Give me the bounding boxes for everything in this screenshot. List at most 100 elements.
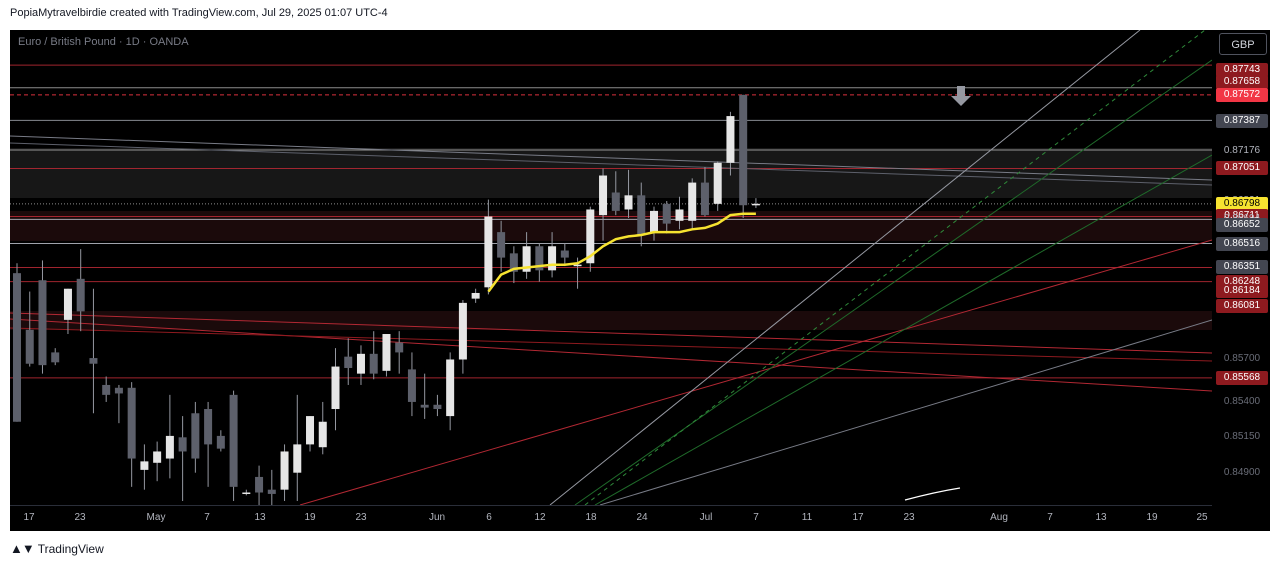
symbol-title: Euro / British Pound · 1D · OANDA xyxy=(18,36,189,48)
candle-body xyxy=(624,195,633,210)
candle[interactable] xyxy=(267,469,276,505)
candle-body xyxy=(331,366,340,410)
time-axis[interactable]: 17 23 May 7 13 19 23 Jun 6 12 18 24 Jul 7 11 17 23 Aug 7 13… xyxy=(10,505,1212,532)
candlestick-chart[interactable] xyxy=(10,30,1212,505)
time-tick-label: Jun xyxy=(428,512,446,523)
candle[interactable] xyxy=(25,291,34,367)
time-tick-label: 24 xyxy=(636,512,648,523)
candle-body xyxy=(76,278,85,312)
candle[interactable] xyxy=(344,338,353,385)
candle[interactable] xyxy=(331,348,340,431)
candle[interactable] xyxy=(611,171,620,216)
candle[interactable] xyxy=(318,401,327,455)
price-label: 0.85700 xyxy=(1223,353,1261,365)
candle[interactable] xyxy=(586,206,595,272)
price-label: 0.86081 xyxy=(1216,298,1268,313)
candle[interactable] xyxy=(280,444,289,501)
trendline-red-a xyxy=(10,312,1212,354)
channel-green-solid xyxy=(574,59,1212,505)
price-scale[interactable]: 0.877430.876580.875780.875720.873870.871… xyxy=(1212,30,1270,505)
candle[interactable] xyxy=(382,334,391,377)
candle[interactable] xyxy=(191,401,200,473)
price-label: 0.87051 xyxy=(1216,161,1268,176)
candle[interactable] xyxy=(407,352,416,417)
candle-body xyxy=(178,437,187,452)
time-tick-label: 19 xyxy=(1146,512,1158,523)
trendline-grey-upper xyxy=(10,135,1212,181)
candle[interactable] xyxy=(356,345,365,385)
candle[interactable] xyxy=(458,300,467,374)
price-label: 0.86184 xyxy=(1216,283,1268,298)
candle[interactable] xyxy=(114,384,123,424)
candle[interactable] xyxy=(51,348,60,366)
chart-panel[interactable]: Euro / British Pound · 1D · OANDA 0.8774… xyxy=(10,30,1270,531)
trendline-red-b xyxy=(10,318,1212,392)
candle[interactable] xyxy=(471,288,480,303)
candle[interactable] xyxy=(662,200,671,234)
price-label: 0.85400 xyxy=(1223,395,1261,407)
candle[interactable] xyxy=(13,263,21,422)
candle[interactable] xyxy=(433,394,442,417)
tradingview-footer[interactable]: ▲▼ TradingView xyxy=(10,541,104,556)
candle[interactable] xyxy=(484,199,493,295)
candle-body xyxy=(739,94,748,206)
candle-body xyxy=(713,162,722,204)
candle-body xyxy=(267,489,276,494)
candle[interactable] xyxy=(548,232,557,278)
time-tick-label: 23 xyxy=(74,512,86,523)
candle-body xyxy=(586,209,595,264)
candle[interactable] xyxy=(726,111,735,176)
candle[interactable] xyxy=(713,161,722,211)
candle[interactable] xyxy=(102,376,111,402)
candle[interactable] xyxy=(229,390,238,501)
candle[interactable] xyxy=(293,394,302,501)
price-label: 0.87743 xyxy=(1216,63,1268,78)
candle-body xyxy=(356,353,365,374)
candle[interactable] xyxy=(446,352,455,431)
candle[interactable] xyxy=(497,220,506,272)
candle[interactable] xyxy=(650,206,658,241)
currency-button[interactable]: GBP xyxy=(1219,33,1267,55)
chart-attribution: PopiaMytravelbirdie created with Trading… xyxy=(10,7,388,19)
time-tick-label: 19 xyxy=(304,512,316,523)
candle[interactable] xyxy=(38,260,47,374)
candle[interactable] xyxy=(76,249,85,332)
candle[interactable] xyxy=(688,178,697,230)
candle[interactable] xyxy=(420,373,429,419)
candle[interactable] xyxy=(509,246,518,284)
candle[interactable] xyxy=(140,444,149,490)
candle[interactable] xyxy=(624,169,633,218)
candle[interactable] xyxy=(204,401,213,487)
candle[interactable] xyxy=(675,196,684,230)
candle[interactable] xyxy=(700,167,709,217)
candle[interactable] xyxy=(751,198,760,209)
candle[interactable] xyxy=(739,94,748,218)
candle[interactable] xyxy=(165,394,174,479)
candle-body xyxy=(191,413,200,459)
candle-body xyxy=(344,356,353,368)
candle[interactable] xyxy=(127,382,136,487)
candle[interactable] xyxy=(395,331,404,374)
candle[interactable] xyxy=(89,288,98,414)
candle-body xyxy=(420,404,429,408)
candle[interactable] xyxy=(560,243,569,267)
tradingview-brand: TradingView xyxy=(37,541,104,556)
candle[interactable] xyxy=(216,430,225,452)
candle[interactable] xyxy=(522,232,531,279)
time-tick-label: 6 xyxy=(486,512,492,523)
candle[interactable] xyxy=(63,288,72,335)
candle[interactable] xyxy=(306,416,315,452)
candle[interactable] xyxy=(178,416,187,501)
candle-body xyxy=(102,384,111,395)
candle[interactable] xyxy=(369,331,378,380)
candle[interactable] xyxy=(153,441,162,482)
candle-body xyxy=(471,292,480,299)
candle[interactable] xyxy=(255,465,264,505)
time-tick-label: 7 xyxy=(753,512,759,523)
candle[interactable] xyxy=(535,243,544,282)
price-label: 0.87658 xyxy=(1216,75,1268,90)
candle[interactable] xyxy=(242,489,251,496)
candle[interactable] xyxy=(599,168,608,241)
candle-body xyxy=(560,250,569,258)
candle-body xyxy=(127,387,136,459)
